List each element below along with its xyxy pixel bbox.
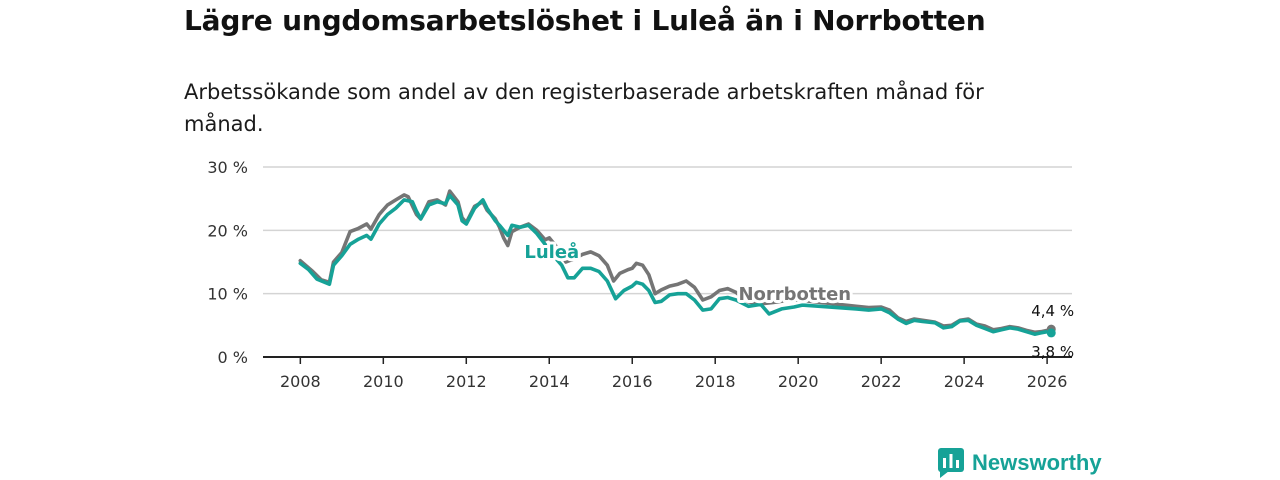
y-tick-label: 0 % (218, 348, 248, 367)
x-tick-label: 2008 (280, 372, 321, 391)
series-line-norrbotten (298, 189, 1054, 335)
chart-subtitle: Arbetssökande som andel av den registerb… (184, 80, 984, 136)
y-tick-label: 30 % (207, 158, 248, 177)
x-tick-label: 2026 (1027, 372, 1068, 391)
y-tick-label: 10 % (207, 285, 248, 304)
end-label-lulea: 3,8 % (1031, 343, 1074, 361)
end-label-norrbotten: 4,4 % (1031, 302, 1074, 320)
x-tick-label: 2014 (529, 372, 570, 391)
series-lines (298, 189, 1056, 338)
x-tick-label: 2016 (612, 372, 653, 391)
labels: 4,4 % 3,8 % Luleå Norrbotten (521, 238, 1074, 361)
series-label-lulea: Luleå (524, 241, 579, 263)
axes: 0 % 10 % 20 % 30 % 2008 2010 2012 2014 2016 2018 2… (207, 158, 1072, 391)
chart-title: Lägre ungdomsarbetslöshet i Luleå än i N… (184, 4, 986, 37)
x-tick-label: 2024 (944, 372, 985, 391)
gridlines (263, 166, 1072, 295)
x-tick-label: 2022 (861, 372, 902, 391)
newsworthy-logo-icon (938, 448, 964, 478)
x-tick-label: 2018 (695, 372, 736, 391)
x-tick-label: 2020 (778, 372, 819, 391)
newsworthy-brand: Newsworthy (938, 448, 1102, 478)
series-line-lulea (298, 193, 1054, 336)
brand-name: Newsworthy (972, 450, 1102, 475)
x-tick-label: 2012 (446, 372, 487, 391)
x-tick-label: 2010 (363, 372, 404, 391)
series-label-norrbotten: Norrbotten (738, 284, 851, 305)
end-point-lulea (1046, 328, 1056, 338)
y-tick-label: 20 % (207, 221, 248, 240)
